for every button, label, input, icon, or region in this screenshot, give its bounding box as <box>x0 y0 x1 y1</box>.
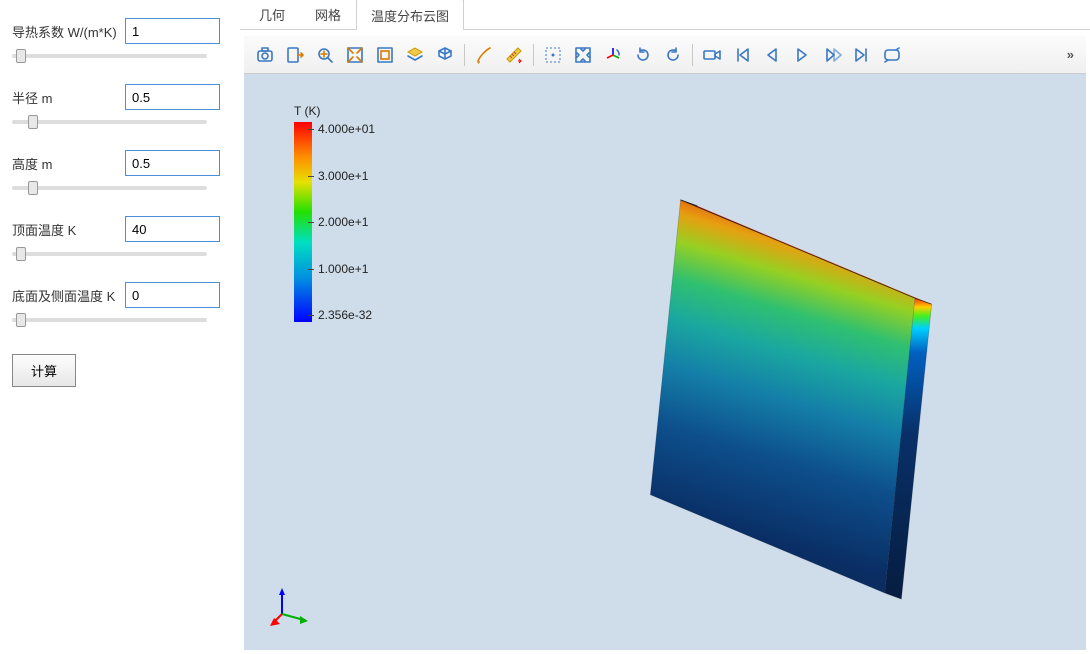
step-back-icon[interactable] <box>757 40 787 70</box>
camera-icon[interactable] <box>250 40 280 70</box>
legend-tick: 1.000e+1 <box>318 262 375 276</box>
axes-triad-icon <box>270 586 310 626</box>
legend-title: T (K) <box>294 104 375 118</box>
skip-end-icon[interactable] <box>847 40 877 70</box>
brush-icon[interactable] <box>469 40 499 70</box>
param-input[interactable] <box>125 84 220 110</box>
param-label: 半径 m <box>12 88 117 107</box>
plot-canvas[interactable]: T (K) 4.000e+01 3.000e+1 2.000e+1 1.000e+1 2… <box>244 74 1086 650</box>
axes-cycle-icon[interactable] <box>598 40 628 70</box>
loop-icon[interactable] <box>877 40 907 70</box>
param-slider[interactable] <box>12 318 207 322</box>
param-label: 导热系数 W/(m*K) <box>12 22 117 41</box>
param-slider[interactable] <box>12 186 207 190</box>
transparency-icon[interactable] <box>430 40 460 70</box>
param-label: 顶面温度 K <box>12 220 117 239</box>
tab-几何[interactable]: 几何 <box>244 0 300 29</box>
step-fwd-icon[interactable] <box>817 40 847 70</box>
export-icon[interactable] <box>280 40 310 70</box>
toolbar-separator <box>533 44 534 66</box>
select-box-icon[interactable] <box>370 40 400 70</box>
zoom-extents-icon[interactable] <box>340 40 370 70</box>
param-slider[interactable] <box>12 54 207 58</box>
pick-rect-icon[interactable] <box>538 40 568 70</box>
play-icon[interactable] <box>787 40 817 70</box>
compute-button[interactable]: 计算 <box>12 354 76 387</box>
toolbar-separator <box>692 44 693 66</box>
tab-温度分布云图[interactable]: 温度分布云图 <box>356 0 464 30</box>
legend-tick: 3.000e+1 <box>318 169 375 183</box>
slider-thumb[interactable] <box>28 181 38 195</box>
skip-start-icon[interactable] <box>727 40 757 70</box>
rotate-ccw-icon[interactable] <box>628 40 658 70</box>
param-label: 底面及侧面温度 K <box>12 286 117 305</box>
param-input[interactable] <box>125 150 220 176</box>
main-panel: 几何网格温度分布云图 » T (K) 4.000e+01 3.000e+1 2.00… <box>240 0 1090 654</box>
param-label: 高度 m <box>12 154 117 173</box>
toolbar-overflow-icon[interactable]: » <box>1061 47 1080 62</box>
param-input[interactable] <box>125 18 220 44</box>
record-icon[interactable] <box>697 40 727 70</box>
param-input[interactable] <box>125 282 220 308</box>
toolbar-separator <box>464 44 465 66</box>
zoom-icon[interactable] <box>310 40 340 70</box>
fit-all-icon[interactable] <box>568 40 598 70</box>
param-slider[interactable] <box>12 120 207 124</box>
measure-icon[interactable] <box>499 40 529 70</box>
param-slider[interactable] <box>12 252 207 256</box>
layers-icon[interactable] <box>400 40 430 70</box>
slider-thumb[interactable] <box>16 247 26 261</box>
rotate-cw-icon[interactable] <box>658 40 688 70</box>
color-legend: T (K) 4.000e+01 3.000e+1 2.000e+1 1.000e+1 2… <box>294 104 375 322</box>
legend-tick: 2.000e+1 <box>318 215 375 229</box>
slider-thumb[interactable] <box>28 115 38 129</box>
slider-thumb[interactable] <box>16 49 26 63</box>
legend-tick: 4.000e+01 <box>318 122 375 136</box>
tab-网格[interactable]: 网格 <box>300 0 356 29</box>
sidebar: 导热系数 W/(m*K) 半径 m 高度 m 顶面温度 K 底面及侧面温度 K 计算 <box>0 0 240 654</box>
toolbar: » <box>244 36 1086 74</box>
tabs: 几何网格温度分布云图 <box>240 0 1090 30</box>
slider-thumb[interactable] <box>16 313 26 327</box>
legend-tick: 2.356e-32 <box>318 308 375 322</box>
param-input[interactable] <box>125 216 220 242</box>
contour-3d <box>484 114 1086 650</box>
